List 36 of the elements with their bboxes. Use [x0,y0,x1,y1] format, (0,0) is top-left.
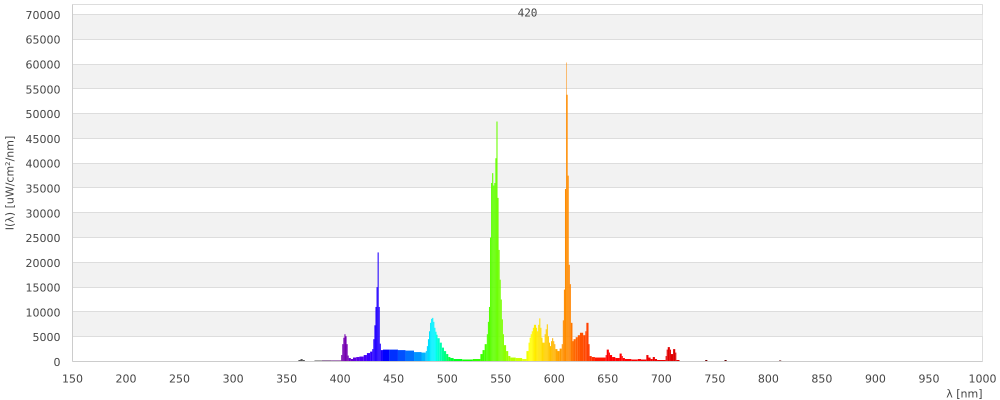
y-tick-label: 70000 [26,8,61,22]
x-tick-label: 600 [544,372,565,386]
x-tick-label: 550 [490,372,512,386]
x-tick-label: 700 [650,372,672,386]
x-tick-label: 850 [811,372,832,386]
y-tick-label: 30000 [26,207,61,220]
x-tick-label: 200 [116,372,137,386]
y-tick-label: 5000 [32,331,61,344]
x-tick-label: 450 [383,372,404,386]
x-tick-label: 750 [704,372,726,386]
x-tick-label: 800 [758,372,779,386]
chart-title: 420 [518,6,538,20]
x-tick-label: 350 [276,372,298,386]
x-tick-label: 400 [330,372,351,386]
y-tick-label: 20000 [26,256,61,270]
x-tick-label: 650 [597,372,618,386]
y-tick-label: 35000 [26,182,61,196]
y-axis-title: I(λ) [uW/cm²/nm] [4,136,17,230]
y-tick-label: 0 [54,356,60,369]
y-tick-label: 40000 [26,158,61,171]
x-tick-label: 500 [436,372,458,386]
y-tick-label: 50000 [26,108,61,122]
y-tick-label: 65000 [26,34,61,47]
x-axis-title: λ [nm] [946,388,983,400]
y-tick-label: 55000 [26,83,61,96]
x-tick-label: 300 [222,372,244,386]
y-tick-label: 25000 [26,232,61,246]
x-tick-label: 1000 [968,372,997,386]
x-tick-label: 250 [169,372,190,386]
y-tick-label: 45000 [26,132,61,146]
x-tick-label: 950 [918,372,940,386]
y-tick-label: 10000 [26,306,61,320]
x-tick-label: 150 [62,372,83,386]
y-tick-label: 60000 [26,58,61,72]
y-tick-label: 15000 [26,282,61,295]
x-tick-label: 900 [864,372,886,386]
